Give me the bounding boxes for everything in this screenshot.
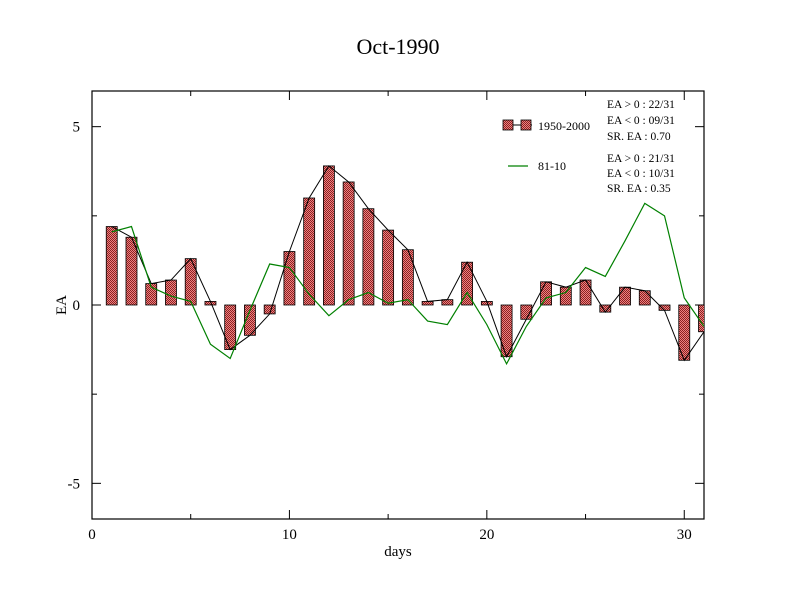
legend-swatch-1950-2000 bbox=[502, 119, 514, 131]
x-tick-label: 30 bbox=[677, 527, 692, 543]
bar bbox=[559, 286, 572, 306]
bar bbox=[342, 181, 355, 306]
annotation-1950-sr: SR. EA : 0.70 bbox=[607, 131, 671, 143]
annotation-8110-ea-pos: EA > 0 : 21/31 bbox=[607, 153, 675, 165]
bar bbox=[382, 229, 395, 306]
bar bbox=[698, 304, 704, 333]
bar-series-1950-2000 bbox=[105, 165, 704, 361]
x-axis-label: days bbox=[384, 544, 412, 560]
annotation-8110-sr: SR. EA : 0.35 bbox=[607, 183, 671, 195]
annotation-1950-ea-pos: EA > 0 : 22/31 bbox=[607, 99, 675, 111]
chart-title: Oct-1990 bbox=[356, 34, 439, 59]
bar bbox=[638, 290, 651, 306]
x-tick-label: 0 bbox=[88, 527, 96, 543]
line-81-10 bbox=[111, 202, 704, 366]
line-series bbox=[111, 165, 704, 366]
axis-ticks: 0 10 20 30 -5 0 5 bbox=[68, 91, 704, 543]
bar bbox=[224, 304, 237, 350]
bar bbox=[323, 165, 335, 306]
legend-label-81-10: 81-10 bbox=[538, 159, 566, 173]
bar bbox=[540, 281, 552, 306]
legend-label-1950-2000: 1950-2000 bbox=[538, 119, 590, 133]
x-tick-label: 10 bbox=[282, 527, 297, 543]
legend: 1950-2000 81-10 EA > 0 : 22/31 EA < 0 : … bbox=[502, 99, 675, 195]
y-tick-label: 5 bbox=[73, 120, 81, 136]
y-tick-label: 0 bbox=[73, 298, 81, 314]
bar bbox=[283, 251, 296, 306]
line-1950-2000 bbox=[111, 165, 704, 362]
x-tick-label: 20 bbox=[479, 527, 494, 543]
bar bbox=[105, 226, 118, 306]
bar bbox=[678, 304, 691, 361]
bar bbox=[619, 286, 631, 306]
bar bbox=[579, 279, 592, 306]
annotation-8110-ea-neg: EA < 0 : 10/31 bbox=[607, 168, 675, 180]
annotation-1950-ea-neg: EA < 0 : 09/31 bbox=[607, 115, 675, 127]
bar bbox=[362, 208, 375, 306]
bar bbox=[421, 301, 434, 306]
bar bbox=[401, 249, 414, 306]
bar bbox=[658, 304, 671, 311]
bar bbox=[184, 258, 197, 306]
y-tick-label: -5 bbox=[68, 476, 81, 492]
legend-swatch-1950-2000-b bbox=[520, 119, 532, 131]
bar bbox=[165, 279, 177, 306]
y-axis-label: EA bbox=[54, 295, 70, 315]
